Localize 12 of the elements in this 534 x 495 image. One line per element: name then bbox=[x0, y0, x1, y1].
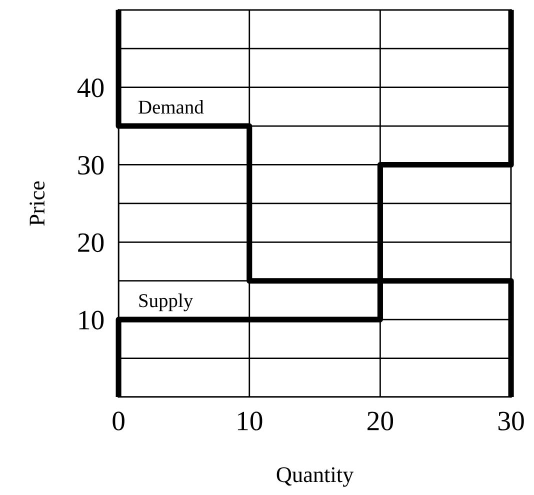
y-tick-label: 40 bbox=[77, 78, 104, 98]
series-label: Demand bbox=[138, 100, 204, 114]
y-tick-label: 20 bbox=[78, 233, 104, 252]
x-tick-label: 0 bbox=[112, 412, 124, 430]
series-label: Supply bbox=[139, 294, 194, 312]
y-axis-title: Price bbox=[30, 181, 45, 226]
x-axis-title: Quantity bbox=[276, 467, 354, 487]
x-tick-label: 20 bbox=[368, 412, 394, 430]
y-tick-label: 30 bbox=[78, 156, 104, 175]
y-tick-label: 10 bbox=[79, 310, 104, 330]
x-tick-label: 10 bbox=[238, 412, 262, 430]
x-tick-label: 30 bbox=[498, 412, 524, 430]
